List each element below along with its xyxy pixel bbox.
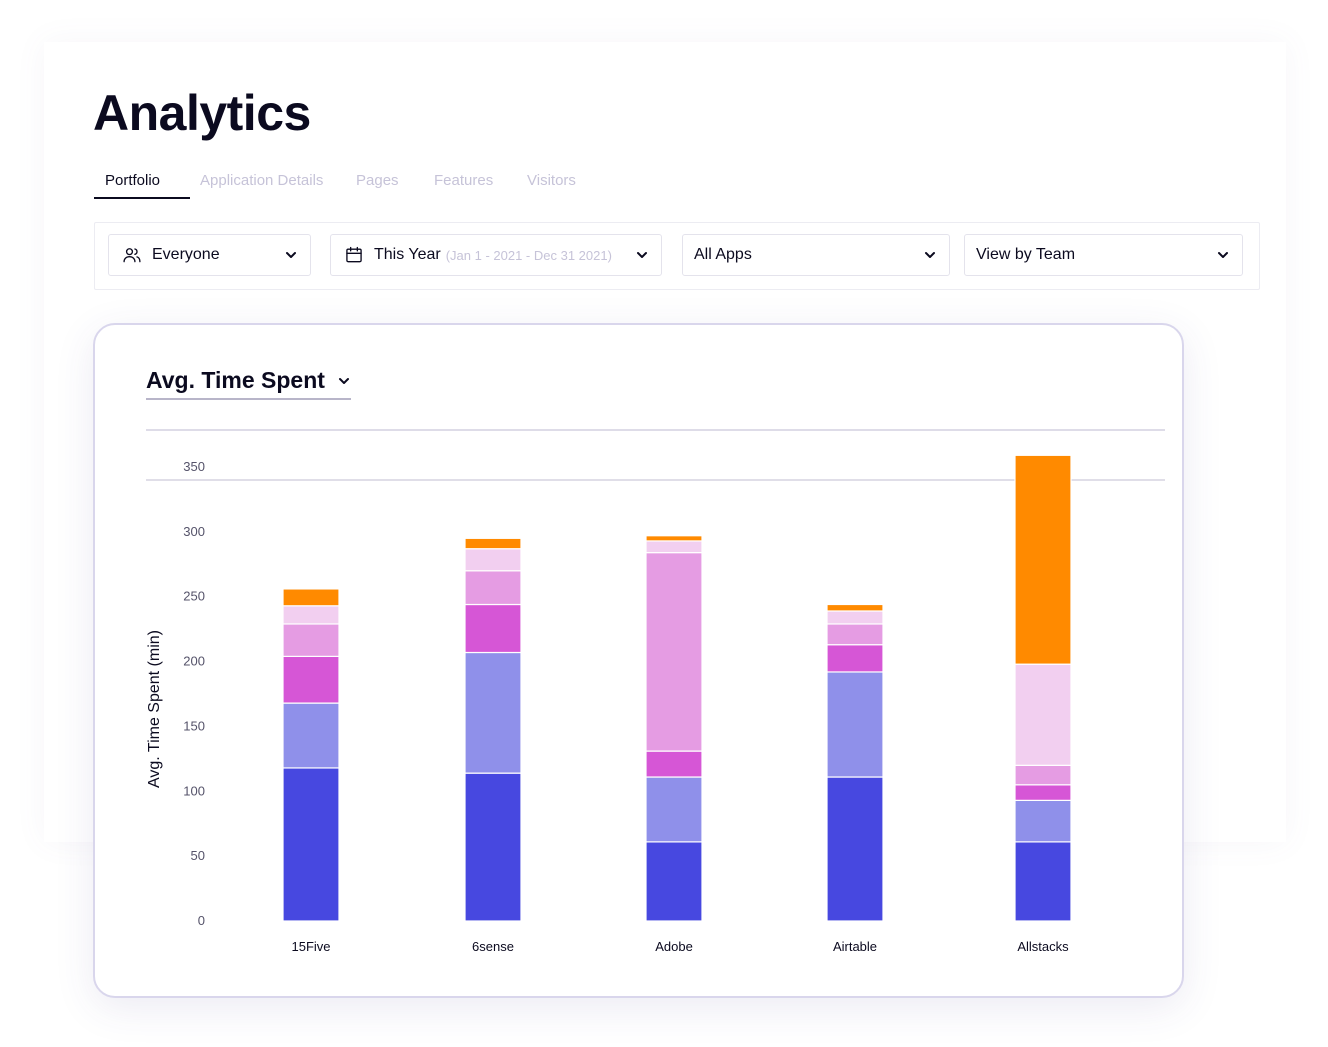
date-range-dates: (Jan 1 - 2021 - Dec 31 2021) (445, 247, 612, 263)
x-tick-label: 6sense (472, 939, 514, 954)
tab-visitors[interactable]: Visitors (527, 172, 576, 189)
view-by-select[interactable]: View by Team (964, 234, 1243, 276)
chevron-down-icon (925, 252, 935, 258)
tab-features[interactable]: Features (434, 172, 494, 189)
chart-card: Avg. Time Spent 0 50 100 150 200 250 300 350 Avg… (93, 323, 1184, 998)
page-title: Analytics (93, 85, 311, 141)
chevron-down-icon (286, 252, 296, 258)
active-tab-indicator (94, 197, 190, 199)
bar-segment (826, 776, 884, 922)
y-tick-label: 150 (183, 718, 205, 733)
bar-segment (464, 603, 522, 654)
chevron-down-icon (637, 252, 647, 258)
bar-segment (282, 623, 340, 657)
y-tick-label: 250 (183, 589, 205, 604)
audience-select-label: Everyone (152, 246, 220, 263)
bar-segment (282, 767, 340, 922)
date-range-select[interactable]: This Year (Jan 1 - 2021 - Dec 31 2021) (330, 234, 662, 276)
date-range-label: This Year (374, 246, 441, 263)
bar-segment (1014, 799, 1072, 843)
y-tick-label: 100 (183, 783, 205, 798)
tab-application-details[interactable]: Application Details (200, 172, 324, 189)
bar-segment (282, 588, 340, 607)
bar-segment (826, 603, 884, 612)
bar-segment (826, 623, 884, 646)
metric-select-label: Avg. Time Spent (146, 367, 325, 393)
bar-segment (464, 772, 522, 922)
y-tick-label: 300 (183, 524, 205, 539)
apps-select[interactable]: All Apps (682, 234, 950, 276)
bar-segment (826, 610, 884, 625)
bar-segment (1014, 784, 1072, 801)
chevron-down-icon (338, 377, 349, 384)
y-axis-label: Avg. Time Spent (min) (146, 630, 163, 788)
apps-select-label: All Apps (694, 246, 752, 263)
bar-segment (645, 750, 703, 778)
users-icon (123, 248, 141, 263)
tab-pages[interactable]: Pages (356, 172, 399, 189)
stacked-bar-chart: 0 50 100 150 200 250 300 350 Avg. Time Spent (mi… (146, 429, 1165, 954)
bar-segment (1014, 663, 1072, 766)
calendar-icon (346, 246, 362, 263)
x-tick-label: Adobe (655, 939, 693, 954)
bar-segment (645, 841, 703, 922)
bar-segment (826, 644, 884, 673)
audience-select[interactable]: Everyone (108, 234, 311, 276)
bar-segment (645, 535, 703, 542)
bar-segment (645, 540, 703, 554)
y-tick-label: 200 (183, 654, 205, 669)
bar-segment (1014, 764, 1072, 786)
view-by-select-label: View by Team (976, 246, 1076, 263)
bar-segment (464, 570, 522, 606)
chevron-down-icon (1218, 252, 1228, 258)
y-tick-label: 50 (191, 848, 205, 863)
x-tick-label: Airtable (833, 939, 877, 954)
bar-segment (826, 671, 884, 778)
y-tick-label: 350 (183, 459, 205, 474)
bar-segment (1014, 841, 1072, 922)
bar-segment (1014, 454, 1072, 665)
bar-segment (282, 605, 340, 625)
x-tick-label: 15Five (291, 939, 330, 954)
x-tick-label: Allstacks (1017, 939, 1069, 954)
bar-segment (282, 702, 340, 769)
metric-select[interactable]: Avg. Time Spent (146, 367, 351, 400)
bar-segment (464, 548, 522, 572)
tab-portfolio[interactable]: Portfolio (105, 172, 161, 189)
filter-bar: Everyone This Year (Jan 1 - 2021 - Dec 3… (94, 222, 1260, 290)
bar-segment (645, 552, 703, 752)
bar-segment (282, 655, 340, 704)
bar-segment (645, 776, 703, 843)
y-tick-label: 0 (198, 913, 205, 928)
bar-segment (464, 537, 522, 550)
bar-segment (464, 651, 522, 774)
